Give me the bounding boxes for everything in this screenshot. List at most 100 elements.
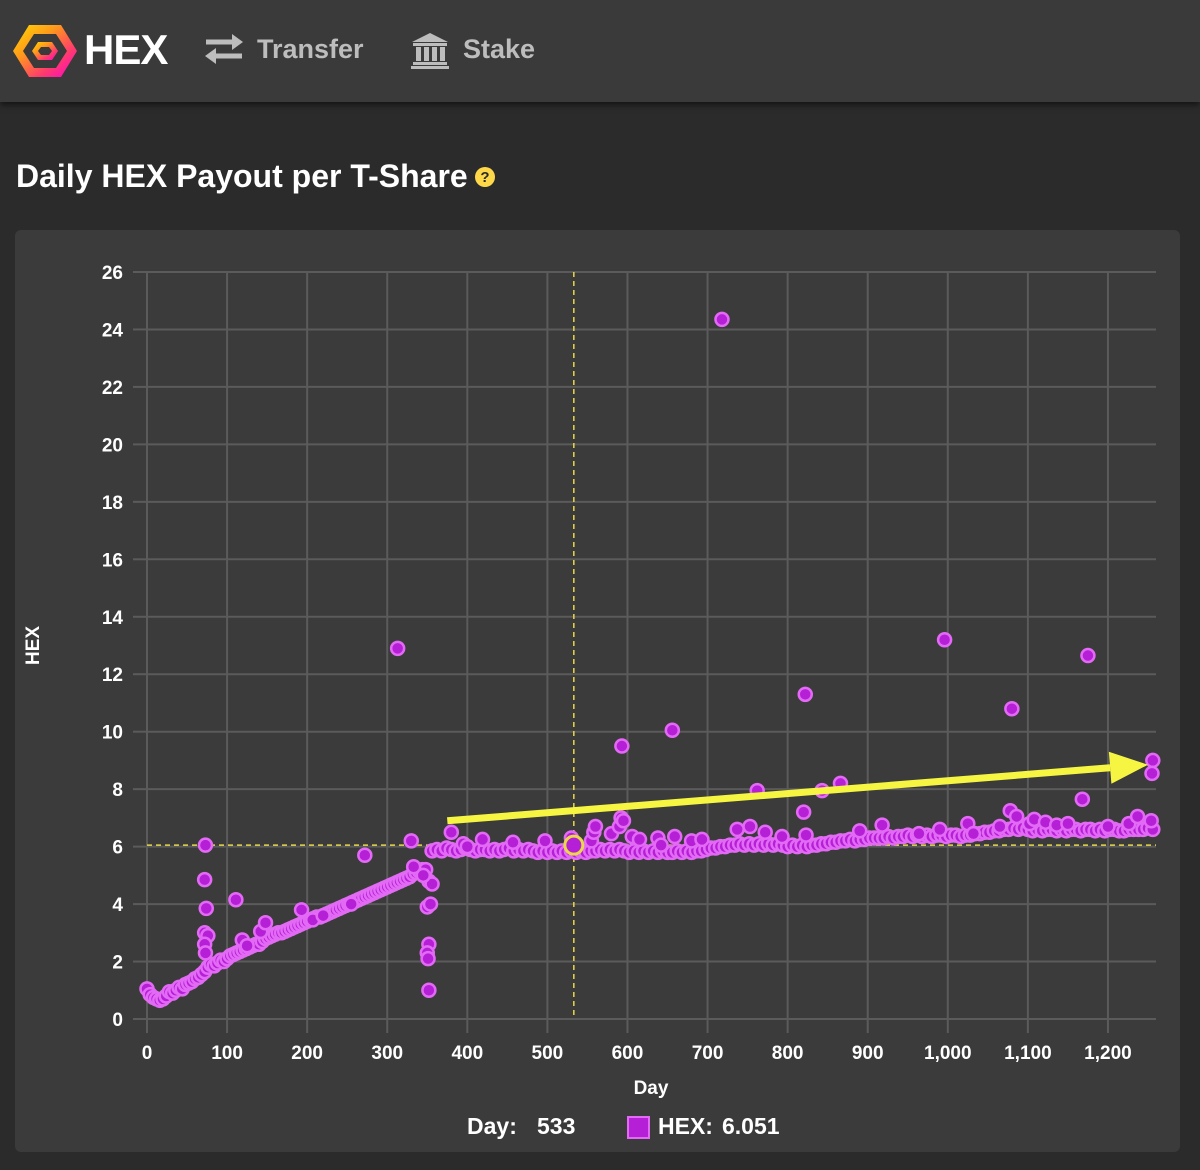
- y-tick-label: 10: [102, 723, 123, 744]
- data-point: [197, 837, 214, 853]
- y-tick-label: 6: [112, 838, 123, 859]
- data-point: [694, 831, 710, 848]
- data-point: [415, 867, 432, 884]
- data-point: [1145, 752, 1161, 769]
- data-point: [197, 945, 214, 961]
- data-point: [992, 818, 1008, 835]
- data-point: [664, 722, 681, 739]
- nav-transfer-label: Transfer: [257, 34, 364, 64]
- data-point: [729, 821, 745, 838]
- data-point: [587, 818, 604, 835]
- trend-arrow-head: [1108, 751, 1148, 784]
- data-point: [537, 833, 553, 849]
- data-point: [1100, 818, 1116, 835]
- y-tick-label: 4: [112, 895, 123, 916]
- x-tick-label: 1,000: [924, 1043, 972, 1064]
- top-nav-bar: HEX Transfer Stake: [0, 0, 1200, 102]
- data-point: [196, 871, 213, 888]
- data-point: [797, 686, 814, 703]
- data-point: [774, 828, 790, 845]
- readout-day-value: 533: [537, 1113, 576, 1139]
- y-tick-label: 2: [112, 953, 123, 974]
- data-point: [795, 804, 812, 820]
- data-point: [420, 950, 436, 967]
- bank-building-icon: [411, 33, 449, 69]
- x-tick-label: 400: [451, 1043, 483, 1064]
- data-point: [505, 834, 521, 851]
- x-tick-label: 0: [142, 1043, 153, 1064]
- data-point: [239, 937, 255, 954]
- data-point: [653, 837, 669, 853]
- x-tick-label: 200: [291, 1043, 323, 1064]
- y-tick-label: 12: [102, 665, 123, 686]
- data-point: [932, 821, 948, 838]
- x-tick-label: 700: [692, 1043, 724, 1064]
- data-point: [614, 738, 630, 754]
- question-circle-icon[interactable]: ?: [474, 166, 496, 188]
- data-point: [615, 813, 632, 829]
- page-title: Daily HEX Payout per T-Share: [16, 158, 468, 194]
- nav-transfer[interactable]: Transfer: [202, 30, 372, 70]
- data-point: [459, 838, 476, 855]
- data-point: [1008, 808, 1025, 825]
- y-tick-label: 8: [112, 780, 123, 801]
- data-point: [257, 915, 274, 931]
- y-tick-label: 0: [112, 1010, 123, 1031]
- x-tick-label: 900: [852, 1043, 884, 1064]
- data-point: [315, 907, 331, 924]
- data-point: [1129, 808, 1146, 825]
- data-point: [1060, 815, 1076, 832]
- data-point: [742, 818, 758, 835]
- trend-arrow-shaft: [447, 764, 1111, 825]
- data-point: [421, 982, 437, 999]
- data-point: [757, 824, 773, 840]
- data-point: [851, 823, 868, 839]
- x-tick-label: 800: [772, 1043, 804, 1064]
- data-point: [911, 825, 927, 842]
- data-point: [714, 311, 730, 328]
- readout-day-label: Day:: [467, 1113, 517, 1139]
- y-tick-label: 26: [102, 263, 123, 284]
- y-axis-label: HEX: [23, 626, 44, 665]
- x-tick-label: 1,200: [1084, 1043, 1132, 1064]
- hex-logo-icon[interactable]: [12, 22, 78, 80]
- data-point: [228, 892, 244, 908]
- data-point: [443, 824, 460, 840]
- y-tick-label: 24: [102, 320, 124, 341]
- nav-stake[interactable]: Stake: [410, 30, 540, 70]
- data-point: [1143, 813, 1159, 829]
- y-tick-label: 20: [102, 435, 123, 456]
- data-point: [1080, 647, 1096, 664]
- highlighted-point: [563, 834, 585, 856]
- data-point: [798, 827, 814, 843]
- data-point: [1144, 765, 1160, 782]
- svg-text:?: ?: [480, 169, 489, 186]
- x-tick-label: 600: [612, 1043, 644, 1064]
- x-tick-label: 1,100: [1004, 1043, 1052, 1064]
- data-point: [405, 858, 422, 875]
- data-point: [874, 817, 890, 833]
- x-axis-label: Day: [634, 1078, 669, 1099]
- readout-hex-value: 6.051: [722, 1113, 780, 1139]
- data-point: [403, 833, 420, 849]
- transfer-arrows-icon: [205, 34, 243, 64]
- data-point: [293, 902, 310, 918]
- data-point: [666, 828, 683, 845]
- readout-hex-label: HEX:: [658, 1113, 713, 1139]
- data-point: [422, 896, 439, 912]
- data-point: [1074, 791, 1091, 807]
- y-tick-label: 22: [102, 378, 123, 399]
- x-tick-label: 500: [532, 1043, 564, 1064]
- series-swatch: [627, 1116, 650, 1139]
- brand-name[interactable]: HEX: [84, 26, 168, 73]
- y-tick-label: 14: [102, 608, 124, 629]
- x-tick-label: 300: [371, 1043, 403, 1064]
- data-point: [357, 847, 373, 863]
- data-point: [474, 831, 491, 848]
- data-point: [198, 900, 215, 917]
- chart-card: 0 2 4 6 8 10 12 14 16 18 20 22 24 26 0 100 200 300 400 500 6…: [15, 230, 1180, 1152]
- data-point: [965, 825, 982, 842]
- data-point: [1004, 700, 1020, 717]
- y-tick-label: 18: [102, 493, 123, 514]
